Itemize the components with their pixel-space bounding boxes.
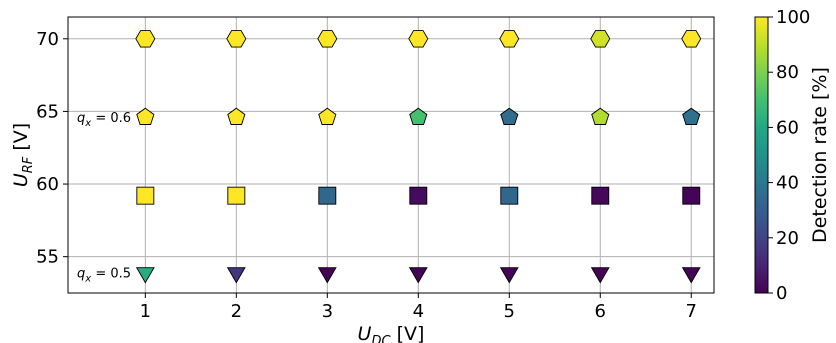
colorbar-ticks: 0 20 40 60 80 100	[768, 7, 810, 304]
colorbar: 0 20 40 60 80 100 Detection rate [%]	[754, 7, 831, 304]
annotation-suffix: = 0.5	[91, 267, 131, 282]
annotation-sub: x	[84, 118, 91, 129]
x-axis-label-unit: [V]	[391, 323, 425, 343]
marker-hexagon-7	[681, 30, 702, 48]
plot-frame	[67, 16, 715, 294]
annotation-prefix: q	[77, 267, 85, 282]
colorbar-label: Detection rate [%]	[809, 67, 831, 243]
colorbar-tick-label-80: 80	[776, 62, 799, 83]
y-tick-label-55: 55	[36, 247, 59, 268]
marker-square-6	[591, 186, 610, 205]
marker-pentagon-3	[318, 107, 337, 125]
marker-hexagon-2	[226, 30, 247, 48]
x-tick-label-3: 3	[322, 301, 333, 322]
annotation-0: qx = 0.6	[77, 111, 131, 129]
x-tick-label-1: 1	[140, 301, 151, 322]
marker-pentagon-5	[500, 107, 519, 125]
marker-square-3	[318, 186, 337, 205]
x-tick-label-4: 4	[413, 301, 424, 322]
x-tick-label-7: 7	[686, 301, 697, 322]
marker-pentagon-6	[591, 107, 610, 125]
y-axis-ticks: 55 60 65 70	[36, 29, 68, 268]
x-axis-label: UDC [V]	[358, 323, 425, 343]
colorbar-tick-label-100: 100	[776, 7, 810, 28]
marker-triangle-down-3	[317, 267, 337, 284]
y-tick-label-60: 60	[36, 174, 59, 195]
annotation-1: qx = 0.5	[77, 267, 131, 285]
marker-square-7	[682, 186, 701, 205]
y-axis-label: URF [V]	[10, 123, 36, 187]
y-axis-label-unit: [V]	[10, 123, 32, 157]
marker-triangle-down-5	[499, 267, 519, 284]
colorbar-tick-label-60: 60	[776, 117, 799, 138]
marker-square-2	[227, 186, 246, 205]
colorbar-gradient	[754, 16, 769, 294]
marker-triangle-down-2	[226, 267, 246, 284]
marker-pentagon-7	[682, 107, 701, 125]
marker-pentagon-2	[227, 107, 246, 125]
marker-triangle-down-4	[408, 267, 428, 284]
marker-pentagon-4	[409, 107, 428, 125]
x-axis-ticks: 1 2 3 4 5 6 7	[140, 293, 697, 322]
marker-triangle-down-6	[590, 267, 610, 284]
y-tick-label-70: 70	[36, 29, 59, 50]
marker-hexagon-4	[408, 30, 429, 48]
marker-square-5	[500, 186, 519, 205]
x-tick-label-2: 2	[231, 301, 242, 322]
x-axis-label-main: U	[358, 323, 372, 343]
colorbar-tick-label-40: 40	[776, 173, 799, 194]
marker-hexagon-6	[590, 30, 611, 48]
marker-triangle-down-7	[681, 267, 701, 284]
marker-triangle-down-1	[135, 267, 155, 284]
marker-hexagon-3	[317, 30, 338, 48]
annotations: qx = 0.6qx = 0.5	[77, 111, 131, 284]
annotation-sub: x	[84, 274, 91, 285]
data-markers	[135, 30, 702, 284]
y-tick-label-65: 65	[36, 101, 59, 122]
marker-square-4	[409, 186, 428, 205]
colorbar-tick-label-0: 0	[776, 283, 787, 304]
annotation-prefix: q	[77, 111, 85, 126]
annotation-suffix: = 0.6	[91, 111, 131, 126]
marker-hexagon-1	[135, 30, 156, 48]
x-axis-label-sub: DC	[371, 334, 391, 343]
grid-lines	[68, 17, 714, 293]
marker-pentagon-1	[136, 107, 155, 125]
x-tick-label-6: 6	[595, 301, 606, 322]
x-tick-label-5: 5	[504, 301, 515, 322]
marker-hexagon-5	[499, 30, 520, 48]
marker-square-1	[136, 186, 155, 205]
y-axis-label-main: U	[10, 173, 32, 187]
y-axis-label-sub: RF	[21, 156, 36, 173]
colorbar-tick-label-20: 20	[776, 228, 799, 249]
